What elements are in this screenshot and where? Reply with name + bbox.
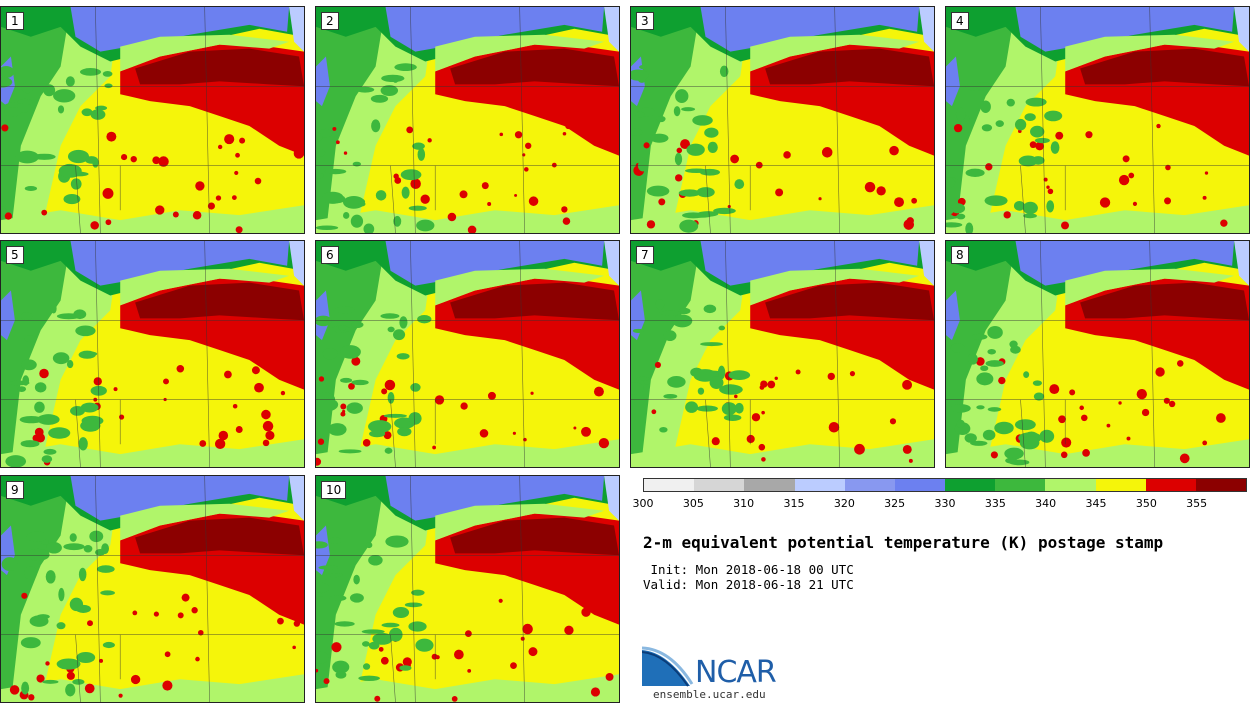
colorbar-segment [644, 479, 695, 491]
member-number: 9 [6, 481, 24, 499]
postage-stamp-panel: 2 [315, 6, 620, 234]
member-number: 7 [636, 246, 654, 264]
member-number: 3 [636, 12, 654, 30]
colorbar-segment [894, 479, 946, 491]
colorbar-tick-label: 320 [833, 497, 855, 510]
init-time: Init: Mon 2018-06-18 00 UTC [643, 562, 854, 577]
colorbar-tick-label: 310 [733, 497, 755, 510]
postage-stamp-panel: 3 [630, 6, 935, 234]
colorbar-tick-label: 355 [1186, 497, 1208, 510]
colorbar-tick-label: 330 [934, 497, 956, 510]
colorbar-segment [794, 479, 845, 491]
member-number: 5 [6, 246, 24, 264]
colorbar-segment [1095, 479, 1146, 491]
colorbar [643, 478, 1247, 492]
member-number: 6 [321, 246, 339, 264]
postage-stamp-panel: 10 [315, 475, 620, 703]
postage-stamp-panel: 4 [945, 6, 1250, 234]
colorbar-tick-label: 335 [984, 497, 1006, 510]
postage-stamp-panel: 9 [0, 475, 305, 703]
member-number: 4 [951, 12, 969, 30]
ncar-logo-icon [642, 646, 694, 687]
postage-stamp-panel: 1 [0, 6, 305, 234]
colorbar-segment [1045, 479, 1096, 491]
member-number: 1 [6, 12, 24, 30]
postage-stamp-panel: 5 [0, 240, 305, 468]
colorbar-segment [995, 479, 1046, 491]
colorbar-segment [694, 479, 745, 491]
ncar-logo-text: NCAR [695, 655, 777, 690]
postage-stamp-panel: 8 [945, 240, 1250, 468]
member-number: 8 [951, 246, 969, 264]
colorbar-tick-label: 345 [1085, 497, 1107, 510]
colorbar-tick-label: 300 [632, 497, 654, 510]
colorbar-segment [1195, 479, 1247, 491]
colorbar-tick-label: 340 [1035, 497, 1057, 510]
postage-stamp-panel: 6 [315, 240, 620, 468]
postage-stamp-panel: 7 [630, 240, 935, 468]
member-number: 10 [321, 481, 347, 499]
valid-time: Valid: Mon 2018-06-18 21 UTC [643, 577, 854, 592]
figure-title: 2-m equivalent potential temperature (K)… [643, 533, 1164, 552]
colorbar-segment [945, 479, 996, 491]
colorbar-tick-label: 315 [783, 497, 805, 510]
colorbar-segment [744, 479, 795, 491]
colorbar-tick-label: 325 [884, 497, 906, 510]
colorbar-segment [844, 479, 895, 491]
colorbar-ticks: 300 305 310 315 320 325 330 335 340 345 350 355 [633, 497, 1247, 513]
colorbar-tick-label: 305 [682, 497, 704, 510]
member-number: 2 [321, 12, 339, 30]
colorbar-tick-label: 350 [1135, 497, 1157, 510]
colorbar-segment [1145, 479, 1196, 491]
site-url: ensemble.ucar.edu [653, 688, 766, 701]
